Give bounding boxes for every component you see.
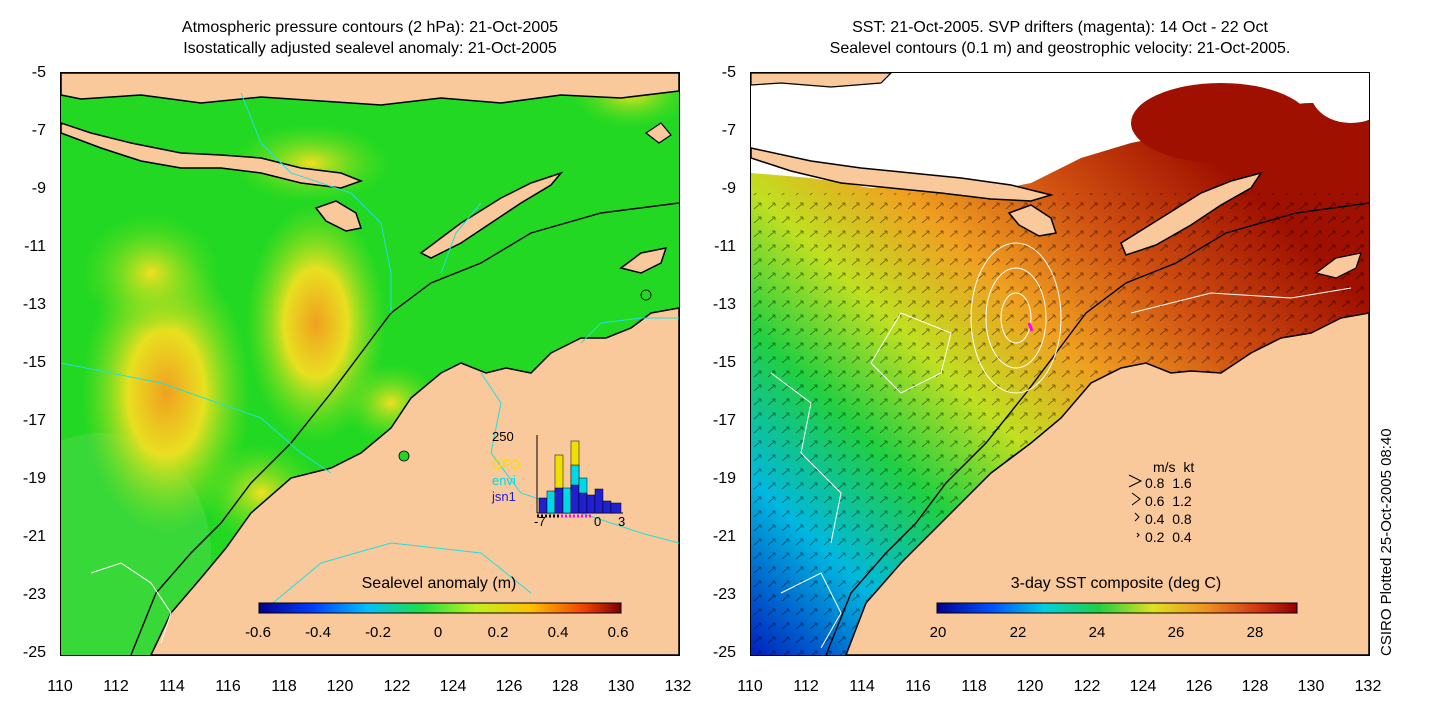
left-y-tick: -25 xyxy=(22,644,46,661)
sst-map-panel xyxy=(750,72,1370,656)
right-x-tick: 118 xyxy=(961,678,987,695)
right-y-tick: -11 xyxy=(714,238,736,255)
left-y-tick: -21 xyxy=(22,528,46,545)
velocity-key-row: 0.4 0.8 xyxy=(1145,511,1192,527)
right-x-tick: 116 xyxy=(905,678,931,695)
velocity-key-row: 0.6 1.2 xyxy=(1145,493,1192,509)
sealevel-colorbar-tick: 0 xyxy=(433,624,443,641)
inset-histogram xyxy=(536,435,623,518)
left-x-tick: 118 xyxy=(271,678,297,695)
left-x-tick: 114 xyxy=(159,678,185,695)
sealevel-colorbar-tick: 0.4 xyxy=(547,624,569,641)
sst-colorbar-tick: 28 xyxy=(1246,624,1264,641)
left-y-tick: -9 xyxy=(31,180,46,197)
left-x-tick: 116 xyxy=(215,678,241,695)
left-y-tick: -15 xyxy=(22,354,46,371)
left-x-tick: 132 xyxy=(664,678,692,695)
left-y-tick: -13 xyxy=(22,296,46,313)
velocity-key-arrows xyxy=(1128,474,1143,538)
left-title-line2: Isostatically adjusted sealevel anomaly:… xyxy=(183,40,557,57)
inset-x-label: 3 xyxy=(618,514,626,529)
sst-colorbar-tick: 20 xyxy=(929,624,947,641)
inset-legend-jsn1: jsn1 xyxy=(492,489,516,504)
right-x-tick: 130 xyxy=(1297,678,1325,695)
left-y-tick: -11 xyxy=(24,238,46,255)
left-y-tick: -23 xyxy=(22,586,46,603)
sst-colorbar xyxy=(936,602,1298,614)
velocity-key-header: m/s kt xyxy=(1153,459,1195,475)
inset-legend-envi: envi xyxy=(492,473,516,488)
right-x-tick: 126 xyxy=(1185,678,1213,695)
right-x-tick: 114 xyxy=(849,678,875,695)
inset-x-label: 0 xyxy=(594,514,602,529)
right-x-tick: 128 xyxy=(1241,678,1269,695)
left-x-tick: 120 xyxy=(326,678,354,695)
right-x-tick: 122 xyxy=(1073,678,1101,695)
right-title-line2: Sealevel contours (0.1 m) and geostrophi… xyxy=(829,40,1291,57)
sealevel-colorbar-tick: -0.4 xyxy=(305,624,331,641)
right-y-tick: -5 xyxy=(721,64,736,81)
left-x-tick: 126 xyxy=(495,678,523,695)
left-y-tick: -7 xyxy=(31,122,46,139)
right-x-tick: 110 xyxy=(737,678,763,695)
right-y-tick: -15 xyxy=(712,354,736,371)
sealevel-colorbar-tick: -0.6 xyxy=(245,624,271,641)
left-x-tick: 112 xyxy=(103,678,129,695)
sealevel-colorbar-tick: 0.6 xyxy=(607,624,629,641)
sst-colorbar-tick: 26 xyxy=(1167,624,1185,641)
left-y-tick: -17 xyxy=(22,412,46,429)
sealevel-colorbar-title: Sealevel anomaly (m) xyxy=(361,575,517,592)
sealevel-map xyxy=(61,73,679,655)
sealevel-colorbar-tick: -0.2 xyxy=(365,624,391,641)
velocity-key-row: 0.2 0.4 xyxy=(1145,529,1192,545)
right-y-tick: -13 xyxy=(712,296,736,313)
right-y-tick: -21 xyxy=(712,528,736,545)
right-x-tick: 112 xyxy=(793,678,819,695)
sealevel-colorbar-tick: 0.2 xyxy=(487,624,509,641)
left-x-tick: 122 xyxy=(383,678,411,695)
sst-map xyxy=(751,73,1369,655)
right-x-tick: 132 xyxy=(1354,678,1382,695)
left-y-tick: -5 xyxy=(31,64,46,81)
right-y-tick: -17 xyxy=(712,412,736,429)
inset-ymax-label: 250 xyxy=(492,429,514,444)
right-title: SST: 21-Oct-2005. SVP drifters (magenta)… xyxy=(750,17,1370,59)
right-x-tick: 124 xyxy=(1129,678,1157,695)
sst-colorbar-title: 3-day SST composite (deg C) xyxy=(1010,575,1222,592)
left-y-tick: -19 xyxy=(22,470,46,487)
inset-legend-gfo: GFO xyxy=(492,457,521,472)
sst-colorbar-tick: 24 xyxy=(1088,624,1106,641)
inset-x-label: -7 xyxy=(534,514,546,529)
right-y-tick: -19 xyxy=(712,470,736,487)
plot-credit: CSIRO Plotted 25-Oct-2005 08:40 xyxy=(1378,428,1395,656)
sst-colorbar-tick: 22 xyxy=(1009,624,1027,641)
sealevel-colorbar xyxy=(258,602,622,614)
left-x-tick: 128 xyxy=(551,678,579,695)
right-x-tick: 120 xyxy=(1016,678,1044,695)
right-y-tick: -9 xyxy=(721,180,736,197)
right-y-tick: -7 xyxy=(721,122,736,139)
sealevel-map-panel xyxy=(60,72,680,656)
left-x-tick: 110 xyxy=(47,678,73,695)
right-y-tick: -25 xyxy=(712,644,736,661)
velocity-key-row: 0.8 1.6 xyxy=(1145,475,1192,491)
left-title: Atmospheric pressure contours (2 hPa): 2… xyxy=(60,17,680,59)
left-x-tick: 130 xyxy=(607,678,635,695)
right-y-tick: -23 xyxy=(712,586,736,603)
left-title-line1: Atmospheric pressure contours (2 hPa): 2… xyxy=(181,19,559,36)
left-x-tick: 124 xyxy=(439,678,467,695)
right-title-line1: SST: 21-Oct-2005. SVP drifters (magenta)… xyxy=(852,19,1268,36)
